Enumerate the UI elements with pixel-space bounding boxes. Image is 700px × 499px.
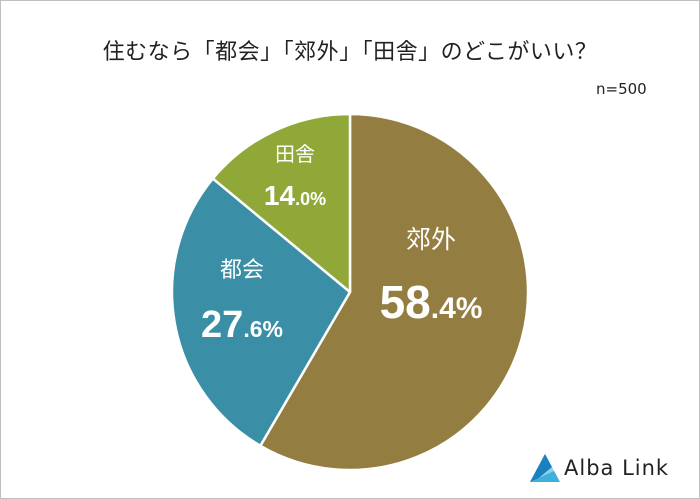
pie-slice-city [170, 177, 352, 448]
brand-name: Alba Link [564, 456, 670, 480]
pie-labels: 郊外 58.4% 都会 27.6% 田舎 14.0% [201, 142, 482, 346]
slice-label-city: 都会 [220, 258, 264, 283]
pie-slice-countryside [211, 112, 352, 294]
pie-slice-suburb [259, 112, 530, 472]
brand-logo: Alba Link [528, 452, 688, 486]
pie-slices [170, 112, 530, 472]
slice-value-countryside: 14.0% [264, 180, 326, 211]
slice-value-city: 27.6% [201, 304, 283, 346]
slice-value-suburb: 58.4% [380, 276, 483, 328]
slice-label-countryside: 田舎 [275, 142, 315, 166]
alba-link-logo-icon [530, 454, 560, 482]
chart-title: 住むなら「都会」「郊外」「田舎」のどこがいい？ [102, 40, 598, 65]
slice-label-suburb: 郊外 [406, 225, 456, 254]
sample-size-note: n=500 [596, 80, 647, 98]
